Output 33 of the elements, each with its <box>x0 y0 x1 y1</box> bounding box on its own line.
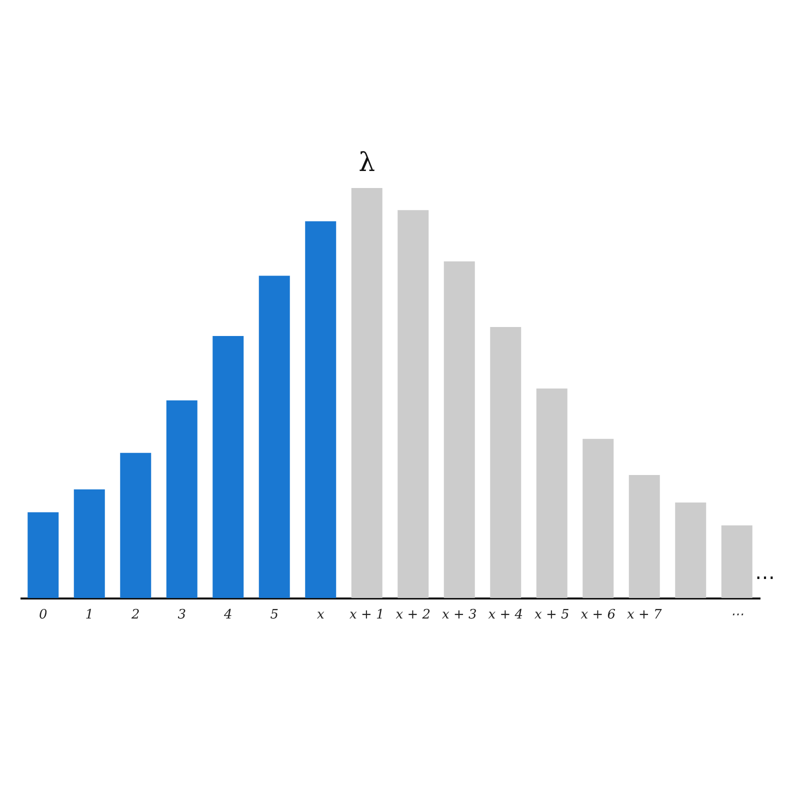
x-tick-label: x + 7 <box>626 608 662 622</box>
bar <box>675 502 706 598</box>
bar <box>305 221 336 598</box>
x-tick-label: x <box>316 608 325 622</box>
bar <box>28 512 59 598</box>
bar <box>398 210 429 598</box>
x-tick-label: ⋯ <box>730 608 744 622</box>
x-tick-label: 3 <box>178 608 186 622</box>
bar <box>351 188 382 598</box>
annotation: λ <box>358 148 376 178</box>
x-tick-label: 4 <box>222 608 232 622</box>
bar <box>628 475 660 598</box>
x-tick-label: x + 5 <box>534 608 570 622</box>
x-tick-label: 5 <box>270 608 279 622</box>
bar <box>490 326 522 598</box>
x-tick-label: x + 1 <box>349 608 384 622</box>
x-tick-label: x + 4 <box>488 608 524 622</box>
x-tick-label: 0 <box>38 608 48 622</box>
bar <box>258 276 290 598</box>
bar <box>120 452 152 598</box>
annotation: … <box>755 560 775 584</box>
x-tick-label: 2 <box>130 608 140 622</box>
bar <box>536 388 568 598</box>
x-tick-label: x + 2 <box>396 608 431 622</box>
bar <box>166 400 198 598</box>
bar <box>74 489 105 598</box>
bar <box>444 261 475 598</box>
bar <box>721 525 752 598</box>
x-tick-label: 1 <box>85 608 94 622</box>
x-tick-label: x + 3 <box>442 608 477 622</box>
bar <box>212 336 244 598</box>
x-tick-label: x + 6 <box>580 608 616 622</box>
bar <box>582 438 614 598</box>
